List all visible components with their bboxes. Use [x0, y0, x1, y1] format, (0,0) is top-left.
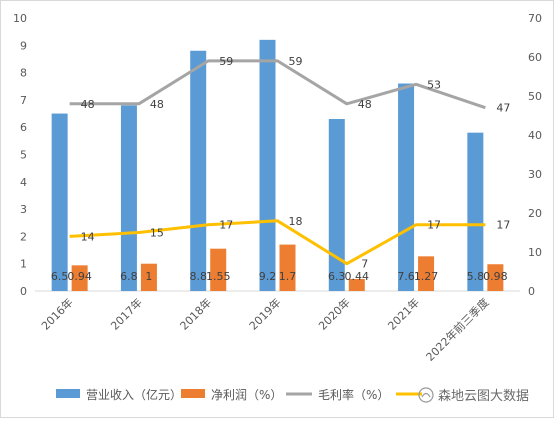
legend-swatch	[181, 389, 205, 398]
bar-data-label: 0.94	[67, 270, 92, 283]
y-right-tick-label: 40	[528, 129, 542, 142]
line-data-labels: 48 48 59 59 48 53 47 14 15 17 18 7 17 17	[81, 55, 511, 271]
bar-data-label: 0.44	[345, 270, 370, 283]
bar	[487, 264, 504, 291]
x-tick-label: 2018年	[177, 295, 214, 332]
line-data-label: 47	[496, 102, 510, 115]
line-data-label: 59	[289, 55, 303, 68]
y-left-tick-label: 8	[20, 67, 27, 80]
line-data-label: 18	[289, 215, 303, 228]
y-right-tick-label: 70	[528, 12, 542, 25]
watermark: 森地云图大数据	[418, 387, 529, 404]
axes: 0 1 2 3 4 5 6 7 8 9 10 0 10 20 30 40 50 60 70 2016年 2017年 201…	[13, 12, 542, 364]
bar	[467, 132, 484, 291]
x-tick-label: 2016年	[38, 295, 75, 332]
line-data-label: 7	[361, 258, 368, 271]
line-data-label: 59	[219, 55, 233, 68]
bar-data-label: 8.8	[189, 270, 207, 283]
bar	[51, 113, 68, 291]
x-tick-label: 2022年前三季度	[423, 295, 492, 364]
line-data-label: 15	[150, 227, 164, 240]
y-right-tick-label: 60	[528, 51, 542, 64]
bar-data-label: 6.5	[51, 270, 69, 283]
bar	[71, 265, 88, 291]
y-left-tick-label: 2	[20, 230, 27, 243]
bar-series	[51, 39, 504, 292]
bar	[418, 256, 435, 291]
y-left-tick-label: 4	[20, 176, 27, 189]
line-data-label: 14	[81, 230, 95, 243]
series-line	[69, 219, 486, 266]
watermark-text: 森地云图大数据	[438, 389, 529, 404]
bar	[120, 105, 137, 291]
y-left-tick-label: 6	[20, 121, 27, 134]
bar-data-label: 9.2	[259, 270, 277, 283]
bar-data-label: 0.98	[483, 270, 508, 283]
bar	[190, 50, 207, 292]
y-right-tick-label: 20	[528, 207, 542, 220]
bar	[328, 119, 345, 291]
x-tick-label: 2017年	[108, 295, 145, 332]
line-series	[69, 59, 486, 266]
line-data-label: 17	[219, 219, 233, 232]
bar-data-label: 7.6	[397, 270, 415, 283]
bar-data-label: 6.3	[328, 270, 346, 283]
y-left-tick-label: 1	[20, 258, 27, 271]
series-line	[69, 59, 486, 110]
bar-data-label: 1	[145, 270, 152, 283]
y-right-tick-label: 0	[528, 285, 535, 298]
y-left-tick-label: 10	[13, 12, 27, 25]
legend-swatch	[56, 389, 80, 398]
y-left-tick-label: 9	[20, 39, 27, 52]
legend-label: 营业收入（亿元）	[86, 387, 182, 402]
bar	[259, 39, 276, 292]
line-data-label: 17	[427, 219, 441, 232]
line-data-label: 48	[358, 98, 372, 111]
watermark-icon	[418, 387, 434, 403]
bar-data-label: 1.27	[414, 270, 439, 283]
x-tick-label: 2021年	[385, 295, 422, 332]
y-right-tick-label: 50	[528, 90, 542, 103]
line-data-label: 48	[81, 98, 95, 111]
bar-data-label: 6.8	[120, 270, 138, 283]
bar	[279, 244, 296, 291]
legend-label: 净利润（%）	[211, 388, 282, 402]
y-left-tick-label: 3	[20, 203, 27, 216]
bar-data-label: 5.8	[467, 270, 485, 283]
y-left-tick-label: 5	[20, 149, 27, 162]
line-data-label: 48	[150, 98, 164, 111]
line-data-label: 17	[496, 219, 510, 232]
legend: 营业收入（亿元） 净利润（%） 毛利率（%）	[56, 387, 422, 402]
bar-data-label: 1.7	[279, 270, 297, 283]
bar	[140, 263, 157, 291]
bar	[210, 248, 227, 291]
bar	[348, 278, 365, 291]
x-tick-label: 2020年	[315, 295, 352, 332]
y-right-tick-label: 10	[528, 246, 542, 259]
x-tick-label: 2019年	[246, 295, 283, 332]
legend-label: 毛利率（%）	[318, 387, 389, 402]
line-data-label: 53	[427, 78, 441, 91]
bar	[398, 83, 415, 292]
bar-data-labels: 6.5 6.8 8.8 9.2 6.3 7.6 5.8 0.94 1 1.55 1.7 0.44 1.2…	[51, 270, 508, 283]
watermark-icon-glyph	[421, 392, 431, 398]
y-left-tick-label: 7	[20, 94, 27, 107]
y-right-tick-label: 30	[528, 168, 542, 181]
bar-data-label: 1.55	[206, 270, 231, 283]
y-left-tick-label: 0	[20, 285, 27, 298]
